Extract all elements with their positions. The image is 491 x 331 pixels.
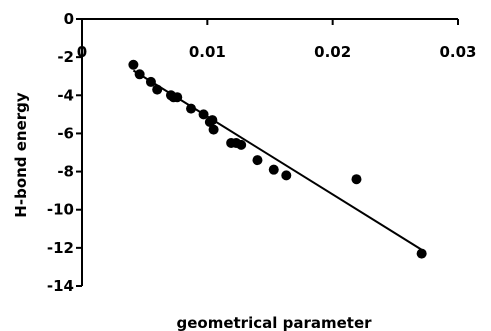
plot-area: 0-2-4-6-8-10-12-14 0 0.01 0.02 0.03: [47, 10, 477, 295]
data-point: [186, 103, 197, 114]
y-tick-label: -8: [57, 163, 74, 181]
x-tick-label: 0: [77, 43, 87, 61]
y-tick-label: -6: [57, 124, 74, 142]
data-point: [236, 139, 247, 150]
data-points: [128, 59, 427, 259]
x-tick-label: 0.03: [439, 43, 476, 61]
data-point: [252, 155, 263, 166]
data-point: [208, 124, 219, 135]
y-tick-label: -10: [47, 201, 74, 219]
data-point: [268, 164, 279, 175]
y-tick-label: -2: [57, 48, 74, 66]
data-point: [198, 109, 209, 120]
data-point: [281, 170, 292, 181]
data-point: [152, 84, 163, 95]
data-point: [134, 69, 145, 80]
x-axis-ticks: 0 0.01 0.02 0.03: [77, 19, 477, 61]
y-tick-label: -14: [47, 277, 74, 295]
trendline: [132, 69, 423, 251]
data-point: [145, 76, 156, 87]
data-point: [128, 59, 139, 70]
y-axis-ticks: 0 -2 -4 -6 -8 -10 -12 -14: [47, 10, 82, 295]
y-tick-label: -4: [57, 86, 74, 104]
x-tick-label: 0.01: [189, 43, 226, 61]
y-tick-label: -12: [47, 239, 74, 257]
y-tick-label: 0: [64, 10, 74, 28]
y-axis-title: H-bond energy: [12, 92, 30, 218]
data-point: [351, 174, 362, 185]
x-axis-title: geometrical parameter: [176, 314, 372, 331]
x-tick-label: 0.02: [314, 43, 351, 61]
data-point: [207, 115, 218, 126]
data-point: [172, 92, 183, 103]
data-point: [416, 248, 427, 259]
